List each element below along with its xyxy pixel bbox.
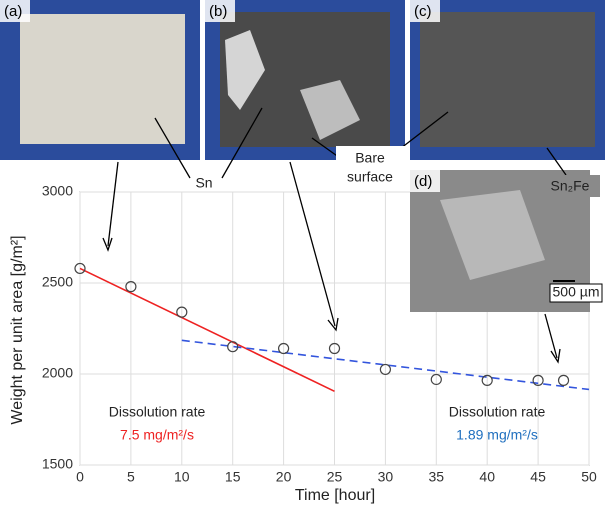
x-tick-label: 15: [225, 469, 241, 485]
annotation-rate: 1.89 mg/m²/s: [456, 427, 538, 443]
x-tick-label: 20: [276, 469, 292, 485]
annotation-title: Dissolution rate: [109, 404, 206, 420]
data-point: [430, 373, 442, 386]
scale-bar-label: 500 µm: [553, 284, 600, 300]
callout-bare: surface: [347, 169, 393, 185]
data-point: [379, 363, 391, 376]
data-point: [532, 374, 544, 386]
fit-line: [79, 267, 335, 393]
x-tick-label: 25: [327, 469, 343, 485]
data-point: [125, 281, 137, 293]
panel-label: (a): [4, 3, 22, 20]
data-point: [557, 374, 570, 386]
data-point: [481, 374, 493, 386]
data-point: [278, 342, 290, 355]
y-tick-label: 2000: [42, 365, 73, 381]
x-tick-label: 10: [174, 469, 190, 485]
data-point: [227, 341, 239, 353]
x-tick-label: 40: [479, 469, 495, 485]
callout-sn2fe: Sn₂Fe: [551, 178, 590, 194]
photo-a: (a): [0, 0, 200, 160]
callout-sn: Sn: [195, 175, 212, 191]
data-point: [176, 306, 188, 318]
panel-label: (b): [209, 3, 227, 20]
y-axis-title: Weight per unit area [g/m²]: [9, 235, 26, 424]
y-tick-label: 2500: [42, 274, 73, 290]
x-tick-label: 35: [429, 469, 445, 485]
x-tick-label: 50: [581, 469, 597, 485]
y-tick-label: 1500: [42, 456, 73, 472]
x-tick-label: 30: [378, 469, 394, 485]
annotation-rate: 7.5 mg/m²/s: [120, 427, 194, 443]
x-axis-title: Time [hour]: [295, 487, 375, 504]
x-tick-label: 45: [530, 469, 546, 485]
x-tick-label: 0: [76, 469, 84, 485]
x-tick-label: 5: [127, 469, 135, 485]
fit-line: [181, 339, 590, 391]
panel-label: (d): [414, 173, 432, 190]
panel-label: (c): [414, 3, 432, 20]
callout-bare: Bare: [355, 150, 385, 166]
photo-b: (b): [205, 0, 405, 160]
data-point: [74, 262, 86, 275]
annotation-title: Dissolution rate: [449, 404, 546, 420]
photo-c: (c): [410, 0, 605, 160]
y-tick-label: 3000: [42, 183, 73, 199]
data-point: [328, 342, 341, 355]
